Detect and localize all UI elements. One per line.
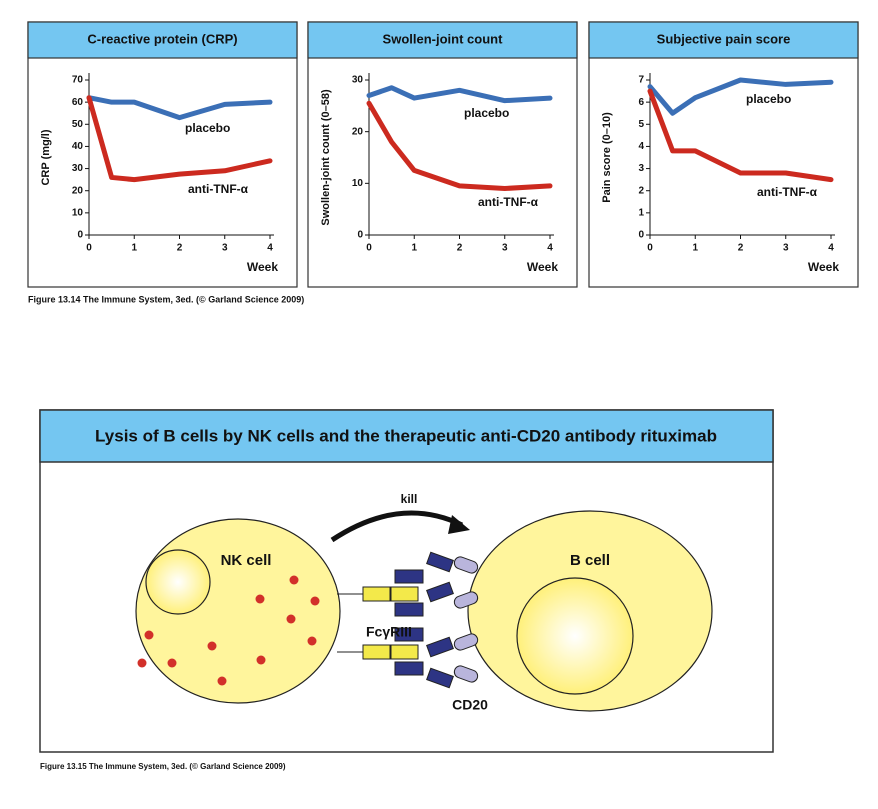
- x-tick-label: 1: [131, 243, 137, 254]
- y-axis-label: Pain score (0–10): [601, 112, 613, 203]
- y-axis-label: CRP (mg/l): [40, 129, 52, 185]
- kill-label: kill: [401, 492, 418, 506]
- series-label: anti-TNF-α: [188, 182, 249, 196]
- y-tick-label: 0: [77, 230, 83, 241]
- series-label: placebo: [464, 106, 509, 120]
- kill-arrow: [330, 510, 464, 543]
- y-tick-label: 20: [72, 185, 84, 196]
- panel: [588, 21, 859, 288]
- diagram-title: Lysis of B cells by NK cells and the the…: [95, 426, 717, 445]
- x-tick-label: 4: [547, 243, 553, 254]
- diagram-caption: Figure 13.15 The Immune System, 3ed. (© …: [40, 762, 286, 771]
- receptors: [337, 586, 419, 660]
- b-nucleus: [516, 577, 634, 695]
- y-tick-label: 3: [638, 163, 644, 174]
- x-axis-label: Week: [527, 260, 558, 274]
- x-tick-label: 2: [738, 243, 744, 254]
- series-label: placebo: [746, 92, 791, 106]
- y-tick-label: 40: [72, 141, 84, 152]
- panel: [307, 21, 578, 288]
- y-tick-label: 30: [352, 75, 364, 86]
- y-tick-label: 60: [72, 97, 84, 108]
- b-label: B cell: [570, 552, 610, 569]
- y-tick-label: 0: [638, 230, 644, 241]
- series-label: anti-TNF-α: [757, 185, 818, 199]
- diagram-header: [39, 409, 774, 463]
- series-line: [366, 100, 553, 191]
- x-tick-label: 2: [177, 243, 183, 254]
- y-tick-label: 70: [72, 75, 84, 86]
- chart-title: Subjective pain score: [657, 31, 791, 46]
- diagram: Lysis of B cells by NK cells and the the…: [39, 409, 774, 771]
- y-tick-label: 2: [638, 185, 644, 196]
- chart-title: C-reactive protein (CRP): [87, 31, 237, 46]
- series-line: [86, 95, 273, 121]
- x-axis-label: Week: [808, 260, 839, 274]
- charts: C-reactive protein (CRP)0102030405060700…: [27, 21, 859, 288]
- y-tick-label: 10: [72, 207, 84, 218]
- series-line: [86, 95, 273, 183]
- x-tick-label: 4: [267, 243, 273, 254]
- x-tick-label: 2: [457, 243, 463, 254]
- series-label: placebo: [185, 121, 230, 135]
- receptor-label: FcγRIII: [366, 624, 412, 640]
- x-tick-label: 1: [411, 243, 417, 254]
- series-line: [366, 85, 553, 104]
- panel: [27, 21, 298, 288]
- chart-title: Swollen-joint count: [383, 31, 504, 46]
- panel-header: [27, 21, 298, 59]
- x-axis-label: Week: [247, 260, 278, 274]
- y-tick-label: 4: [638, 141, 644, 152]
- x-tick-label: 3: [222, 243, 228, 254]
- y-tick-label: 0: [357, 230, 363, 241]
- antibodies: [394, 551, 479, 689]
- y-tick-label: 1: [638, 207, 644, 218]
- arrow-head: [448, 515, 470, 534]
- series-label: anti-TNF-α: [478, 195, 539, 209]
- x-tick-label: 1: [692, 243, 698, 254]
- figure-caption: Figure 13.14 The Immune System, 3ed. (© …: [28, 294, 304, 304]
- x-tick-label: 4: [828, 243, 834, 254]
- x-tick-label: 3: [783, 243, 789, 254]
- y-tick-label: 7: [638, 75, 644, 86]
- y-tick-label: 6: [638, 97, 644, 108]
- series-line: [647, 77, 834, 116]
- y-tick-label: 30: [72, 163, 84, 174]
- series-line: [647, 88, 834, 183]
- y-tick-label: 10: [352, 178, 364, 189]
- x-tick-label: 3: [502, 243, 508, 254]
- y-axis-label: Swollen-joint count (0–58): [320, 89, 332, 226]
- x-tick-label: 0: [86, 243, 92, 254]
- nk-label: NK cell: [221, 552, 272, 569]
- y-tick-label: 50: [72, 119, 84, 130]
- granules: [137, 575, 320, 686]
- y-tick-label: 20: [352, 126, 364, 137]
- x-tick-label: 0: [647, 243, 653, 254]
- panel-header: [307, 21, 578, 59]
- y-tick-label: 5: [638, 119, 644, 130]
- nk-nucleus: [145, 549, 211, 615]
- cd20-label: CD20: [452, 697, 488, 713]
- x-tick-label: 0: [366, 243, 372, 254]
- panel-header: [588, 21, 859, 59]
